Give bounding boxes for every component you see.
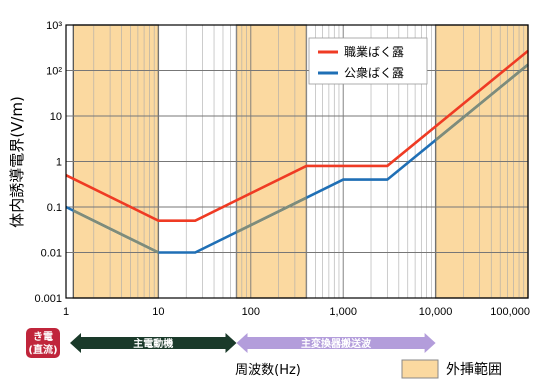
extrapolation-key-swatch bbox=[401, 359, 439, 379]
y-tick-label: 0.001 bbox=[34, 293, 62, 305]
dc-tag-line1: き電 bbox=[33, 331, 53, 343]
legend-label-0: 職業ばく露 bbox=[344, 45, 404, 59]
x-tick-label: 100,000 bbox=[490, 306, 530, 318]
legend-box bbox=[308, 37, 428, 85]
frequency-bands: 主電動機 主変換器搬送波 き電(直流) bbox=[26, 328, 436, 358]
band-label-1: 主変換器搬送波 bbox=[301, 337, 372, 350]
series-line-extrapolated bbox=[73, 209, 159, 254]
y-axis-label: 体内誘導電界(V/m) bbox=[8, 96, 26, 228]
series-line-extrapolated bbox=[236, 196, 307, 234]
extrapolation-key-label: 外挿範囲 bbox=[446, 361, 502, 378]
dc-tag bbox=[26, 328, 60, 358]
band-arrow-1 bbox=[236, 333, 436, 353]
x-axis-label: 周波数(Hz) bbox=[235, 363, 301, 378]
x-tick-labels: 1 10 100 1,000 10,000 100,000 bbox=[63, 306, 530, 318]
y-tick-label: 10³ bbox=[46, 20, 62, 32]
y-tick-label: 0.1 bbox=[47, 202, 62, 214]
y-tick-label: 0.01 bbox=[41, 248, 62, 260]
dc-tag-line2: (直流) bbox=[28, 343, 57, 356]
series-line-0 bbox=[65, 49, 529, 222]
band-label-0: 主電動機 bbox=[133, 337, 173, 350]
x-tick-label: 1,000 bbox=[329, 306, 357, 318]
plot-frame bbox=[65, 24, 529, 299]
y-tick-label: 10² bbox=[46, 66, 62, 78]
y-tick-label: 10 bbox=[50, 111, 62, 123]
x-tick-label: 100 bbox=[242, 306, 260, 318]
band-arrow-0 bbox=[70, 333, 237, 353]
y-tick-labels: 0.001 0.01 0.1 1 10 10² 10³ bbox=[34, 20, 62, 305]
legend-label-1: 公衆ばく露 bbox=[344, 66, 404, 80]
series-lines bbox=[65, 49, 529, 254]
y-tick-label: 1 bbox=[56, 157, 62, 169]
extrapolation-key: 外挿範囲 bbox=[401, 359, 502, 379]
x-tick-label: 1 bbox=[63, 306, 69, 318]
x-tick-label: 10,000 bbox=[419, 306, 453, 318]
x-tick-label: 10 bbox=[152, 306, 164, 318]
